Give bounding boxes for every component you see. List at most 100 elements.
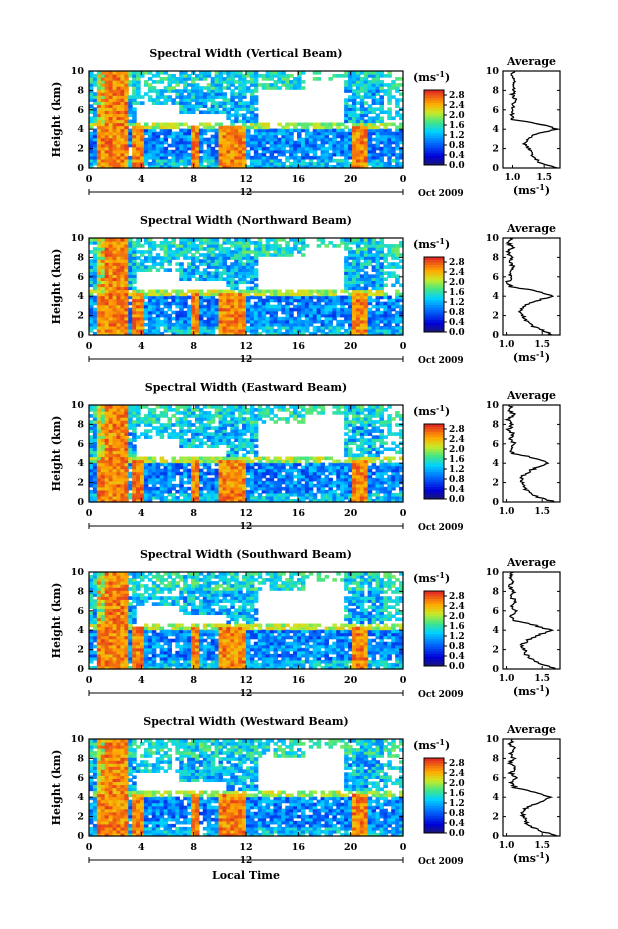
heatmap-cell <box>104 495 110 500</box>
heatmap-cell <box>128 325 133 330</box>
heatmap-cell <box>371 98 377 102</box>
heatmap-cell <box>194 244 200 248</box>
heatmap-cell <box>332 292 337 297</box>
heatmap-cell <box>132 122 137 127</box>
heatmap-cell <box>387 149 392 154</box>
heatmap-cell <box>191 80 196 84</box>
heatmap-cell <box>96 301 102 306</box>
heatmap-cell <box>285 328 290 333</box>
heatmap-cell <box>175 420 180 424</box>
heatmap-cell <box>171 89 176 93</box>
heatmap-cell <box>359 319 365 324</box>
heatmap-cell <box>332 134 337 139</box>
heatmap-cell <box>324 331 330 336</box>
heatmap-cell <box>155 316 161 321</box>
heatmap-cell <box>100 447 106 452</box>
heatmap-cell <box>344 298 349 303</box>
heatmap-cell <box>316 298 322 303</box>
heatmap-cell <box>269 316 275 321</box>
heatmap-cell <box>179 89 184 93</box>
heatmap-cell <box>383 128 388 133</box>
heatmap-cell <box>253 158 259 163</box>
heatmap-cell <box>230 319 235 324</box>
heatmap-cell <box>277 325 282 330</box>
heatmap-cell <box>100 462 106 467</box>
heatmap-cell <box>191 289 196 294</box>
heatmap-cell <box>379 253 384 257</box>
heatmap-cell <box>194 98 200 102</box>
heatmap-cell <box>222 322 227 327</box>
heatmap-cell <box>285 319 290 324</box>
heatmap-cell <box>89 152 94 157</box>
heatmap-cell <box>285 295 290 300</box>
heatmap-cell <box>351 292 357 297</box>
heatmap-cell <box>300 301 306 306</box>
heatmap-cell <box>363 158 369 163</box>
heatmap-cell <box>285 331 290 336</box>
heatmap-cell <box>359 155 365 160</box>
heatmap-cell <box>383 137 388 142</box>
heatmap-cell <box>120 98 125 102</box>
heatmap-cell <box>143 423 149 427</box>
heatmap-cell <box>238 313 243 318</box>
heatmap-cell <box>336 328 341 333</box>
heatmap-cell <box>108 298 114 303</box>
heatmap-cell <box>222 131 227 136</box>
heatmap-cell <box>210 86 216 90</box>
heatmap-cell <box>128 74 133 78</box>
heatmap-cell <box>187 152 192 157</box>
heatmap-cell <box>96 411 102 415</box>
heatmap-cell <box>234 483 239 488</box>
heatmap-cell <box>136 122 141 127</box>
heatmap-cell <box>147 86 153 90</box>
heatmap-cell <box>261 307 267 312</box>
heatmap-cell <box>96 158 102 163</box>
heatmap-cell <box>112 137 118 142</box>
heatmap-cell <box>257 313 263 318</box>
heatmap-cell <box>151 289 157 294</box>
heatmap-cell <box>230 322 235 327</box>
heatmap-cell <box>340 149 345 154</box>
heatmap-cell <box>371 110 377 115</box>
heatmap-cell <box>96 113 102 118</box>
heatmap-cell <box>92 489 98 494</box>
heatmap-cell <box>167 423 173 427</box>
heatmap-cell <box>238 489 243 494</box>
heatmap-cell <box>104 250 110 254</box>
heatmap-cell <box>112 104 118 108</box>
heatmap-cell <box>379 304 384 309</box>
heatmap-cell <box>147 307 153 312</box>
heatmap-cell <box>218 432 224 436</box>
heatmap-cell <box>253 295 259 300</box>
heatmap-cell <box>340 134 345 139</box>
heatmap-cell <box>187 468 192 473</box>
heatmap-cell <box>281 149 286 154</box>
heatmap-cell <box>120 444 125 449</box>
heatmap-cell <box>191 158 196 163</box>
heatmap-cell <box>391 301 396 306</box>
heatmap-cell <box>183 95 188 99</box>
heatmap-cell <box>253 328 259 333</box>
heatmap-cell <box>187 83 192 87</box>
heatmap-cell <box>355 80 361 84</box>
heatmap-cell <box>143 152 149 157</box>
heatmap-cell <box>92 271 98 275</box>
heatmap-cell <box>206 95 212 99</box>
heatmap-cell <box>391 298 396 303</box>
heatmap-cell <box>124 92 129 96</box>
heatmap-cell <box>96 438 102 442</box>
colorbar-swatch <box>424 157 444 161</box>
heatmap-cell <box>289 301 294 306</box>
heatmap-cell <box>359 113 365 118</box>
heatmap-cell <box>175 262 180 266</box>
heatmap-cell <box>210 241 216 245</box>
heatmap-cell <box>238 77 243 81</box>
heatmap-cell <box>355 149 361 154</box>
heatmap-cell <box>124 250 129 254</box>
heatmap-cell <box>249 322 255 327</box>
heatmap-cell <box>155 298 161 303</box>
heatmap-cell <box>116 116 121 121</box>
heatmap-cell <box>136 101 141 105</box>
heatmap-cell <box>226 486 231 491</box>
heatmap-cell <box>202 247 208 251</box>
